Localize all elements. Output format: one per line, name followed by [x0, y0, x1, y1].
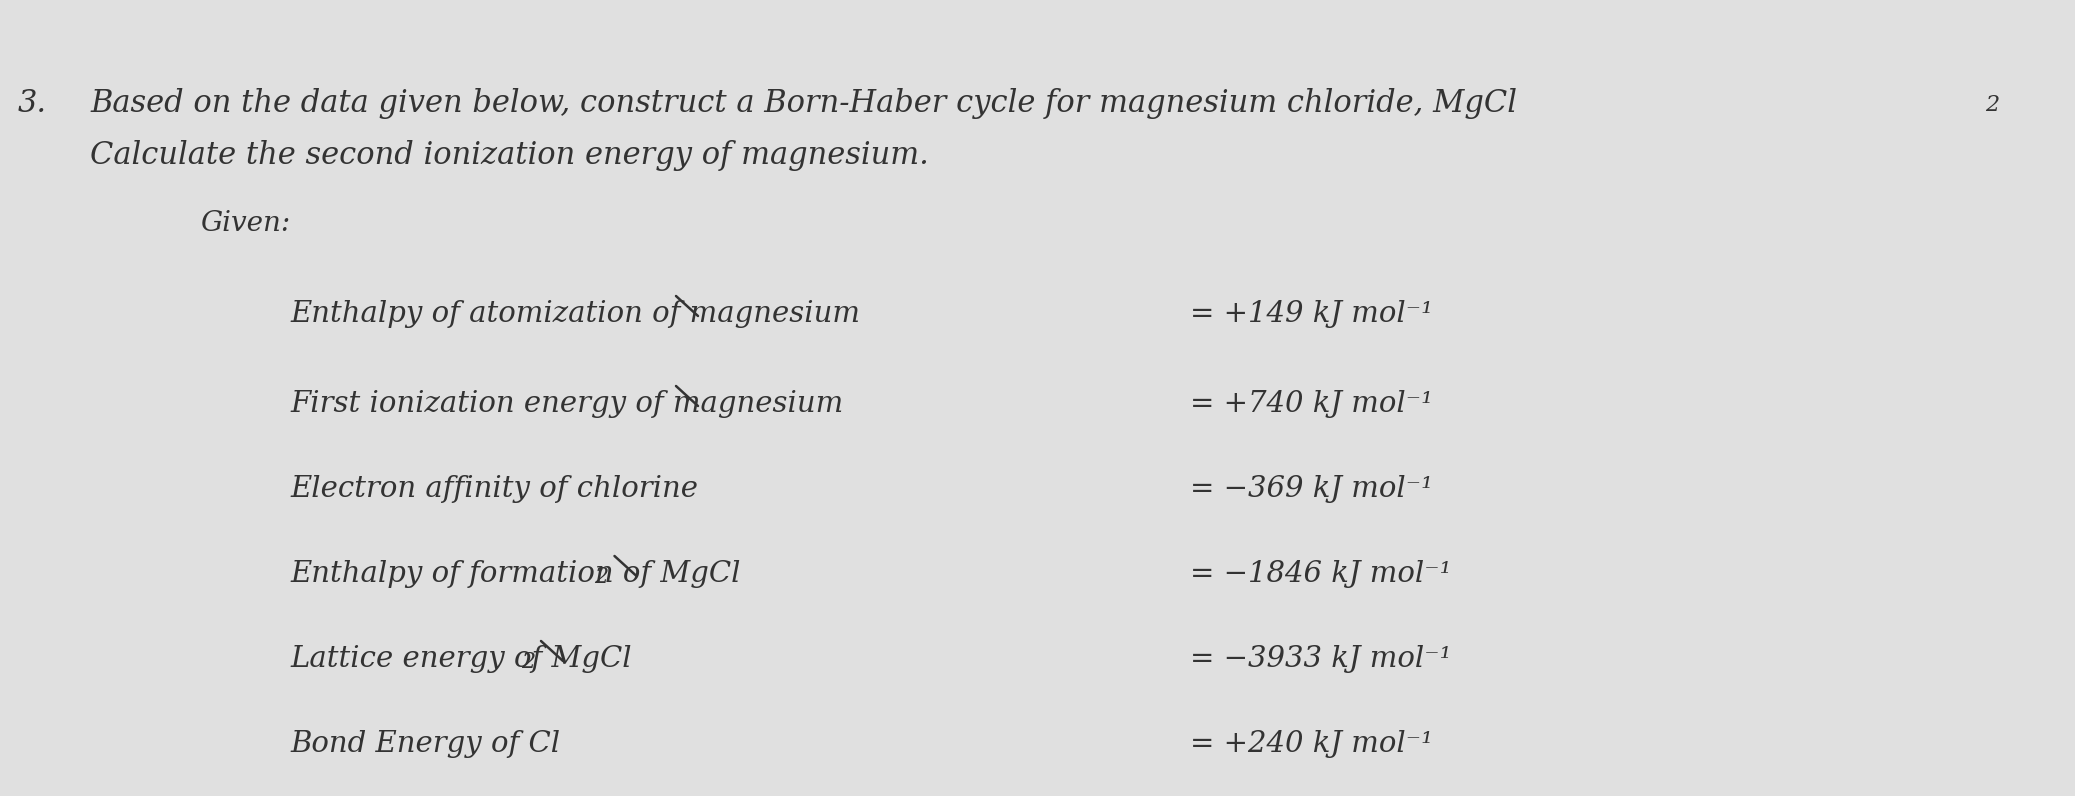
Text: = −369 kJ mol⁻¹: = −369 kJ mol⁻¹ [1189, 475, 1432, 503]
Text: = +240 kJ mol⁻¹: = +240 kJ mol⁻¹ [1189, 730, 1432, 758]
Text: 2: 2 [521, 651, 535, 673]
Text: Calculate the second ionization energy of magnesium.: Calculate the second ionization energy o… [89, 140, 930, 171]
Text: First ionization energy of magnesium: First ionization energy of magnesium [290, 390, 842, 418]
Text: Based on the data given below, construct a Born-Haber cycle for magnesium chlori: Based on the data given below, construct… [89, 88, 1517, 119]
Text: Electron affinity of chlorine: Electron affinity of chlorine [290, 475, 697, 503]
Text: = +740 kJ mol⁻¹: = +740 kJ mol⁻¹ [1189, 390, 1432, 418]
Text: = +149 kJ mol⁻¹: = +149 kJ mol⁻¹ [1189, 300, 1432, 328]
Text: Enthalpy of formation of MgCl: Enthalpy of formation of MgCl [290, 560, 741, 588]
Text: 3.: 3. [19, 88, 48, 119]
Text: Bond Energy of Cl: Bond Energy of Cl [290, 730, 560, 758]
Text: Lattice energy of MgCl: Lattice energy of MgCl [290, 645, 631, 673]
Text: 2: 2 [596, 566, 608, 588]
Text: = −1846 kJ mol⁻¹: = −1846 kJ mol⁻¹ [1189, 560, 1450, 588]
Text: Enthalpy of atomization of magnesium: Enthalpy of atomization of magnesium [290, 300, 859, 328]
Text: 2: 2 [1986, 94, 1998, 116]
Text: = −3933 kJ mol⁻¹: = −3933 kJ mol⁻¹ [1189, 645, 1450, 673]
Text: Given:: Given: [199, 210, 291, 237]
